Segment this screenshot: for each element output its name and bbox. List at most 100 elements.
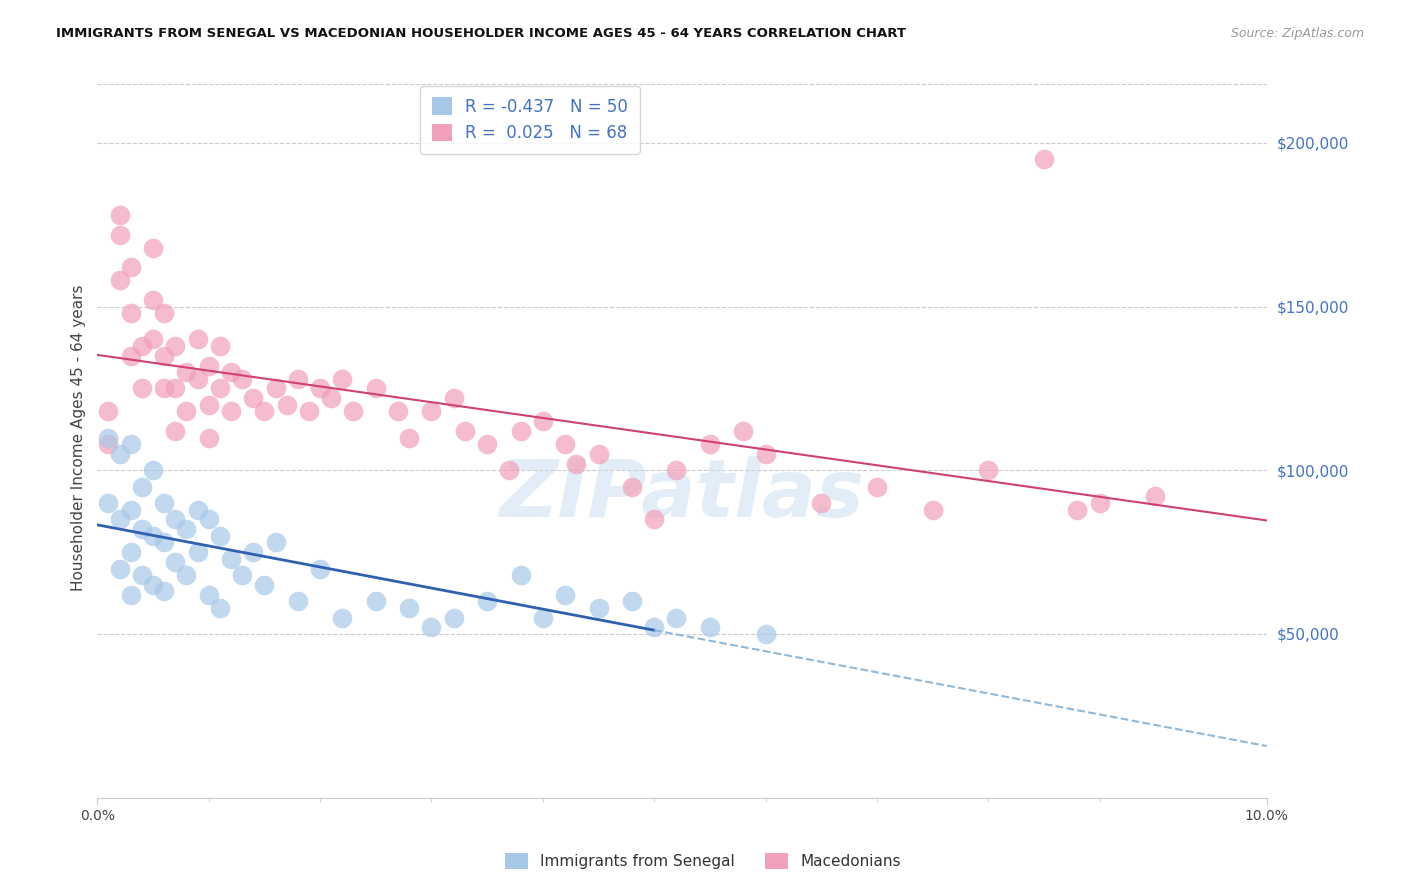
Point	[475, 437, 498, 451]
Point	[108, 273, 131, 287]
Point	[699, 437, 721, 451]
Point	[153, 496, 176, 510]
Point	[197, 512, 219, 526]
Point	[187, 332, 209, 346]
Point	[665, 463, 688, 477]
Point	[197, 431, 219, 445]
Point	[208, 339, 231, 353]
Point	[97, 437, 120, 451]
Point	[108, 447, 131, 461]
Point	[197, 588, 219, 602]
Point	[231, 371, 253, 385]
Point	[165, 555, 187, 569]
Point	[142, 529, 165, 543]
Point	[253, 578, 276, 592]
Point	[176, 568, 198, 582]
Point	[187, 545, 209, 559]
Point	[498, 463, 520, 477]
Point	[565, 457, 588, 471]
Point	[187, 502, 209, 516]
Point	[588, 600, 610, 615]
Point	[287, 371, 309, 385]
Text: ZIPatlas: ZIPatlas	[499, 456, 865, 534]
Point	[120, 306, 142, 320]
Point	[120, 545, 142, 559]
Point	[131, 381, 153, 395]
Point	[108, 227, 131, 242]
Point	[364, 594, 387, 608]
Point	[176, 404, 198, 418]
Point	[176, 365, 198, 379]
Point	[142, 578, 165, 592]
Point	[810, 496, 832, 510]
Point	[142, 463, 165, 477]
Point	[977, 463, 1000, 477]
Point	[208, 381, 231, 395]
Point	[754, 627, 776, 641]
Point	[253, 404, 276, 418]
Point	[264, 535, 287, 549]
Point	[398, 431, 420, 445]
Point	[131, 480, 153, 494]
Point	[332, 610, 354, 624]
Point	[531, 610, 554, 624]
Point	[699, 620, 721, 634]
Point	[142, 241, 165, 255]
Point	[208, 529, 231, 543]
Point	[298, 404, 321, 418]
Point	[509, 568, 531, 582]
Point	[242, 545, 264, 559]
Point	[475, 594, 498, 608]
Point	[643, 512, 665, 526]
Point	[264, 381, 287, 395]
Point	[131, 339, 153, 353]
Point	[108, 512, 131, 526]
Point	[420, 404, 443, 418]
Point	[197, 359, 219, 373]
Text: IMMIGRANTS FROM SENEGAL VS MACEDONIAN HOUSEHOLDER INCOME AGES 45 - 64 YEARS CORR: IMMIGRANTS FROM SENEGAL VS MACEDONIAN HO…	[56, 27, 907, 40]
Point	[219, 551, 242, 566]
Point	[120, 437, 142, 451]
Point	[509, 424, 531, 438]
Point	[454, 424, 477, 438]
Point	[665, 610, 688, 624]
Point	[219, 365, 242, 379]
Point	[120, 588, 142, 602]
Point	[921, 502, 943, 516]
Point	[131, 522, 153, 536]
Point	[142, 332, 165, 346]
Point	[208, 600, 231, 615]
Point	[165, 339, 187, 353]
Point	[420, 620, 443, 634]
Point	[342, 404, 364, 418]
Point	[187, 371, 209, 385]
Point	[443, 610, 465, 624]
Point	[142, 293, 165, 307]
Point	[443, 391, 465, 405]
Point	[1066, 502, 1088, 516]
Point	[643, 620, 665, 634]
Point	[197, 398, 219, 412]
Point	[231, 568, 253, 582]
Point	[176, 522, 198, 536]
Point	[866, 480, 889, 494]
Point	[153, 306, 176, 320]
Point	[754, 447, 776, 461]
Point	[97, 496, 120, 510]
Point	[153, 584, 176, 599]
Point	[1088, 496, 1111, 510]
Point	[153, 349, 176, 363]
Point	[97, 404, 120, 418]
Point	[620, 594, 643, 608]
Point	[554, 588, 576, 602]
Point	[242, 391, 264, 405]
Point	[165, 512, 187, 526]
Point	[733, 424, 755, 438]
Point	[1033, 153, 1056, 167]
Point	[309, 561, 332, 575]
Point	[364, 381, 387, 395]
Point	[554, 437, 576, 451]
Text: Source: ZipAtlas.com: Source: ZipAtlas.com	[1230, 27, 1364, 40]
Point	[1144, 490, 1167, 504]
Point	[108, 561, 131, 575]
